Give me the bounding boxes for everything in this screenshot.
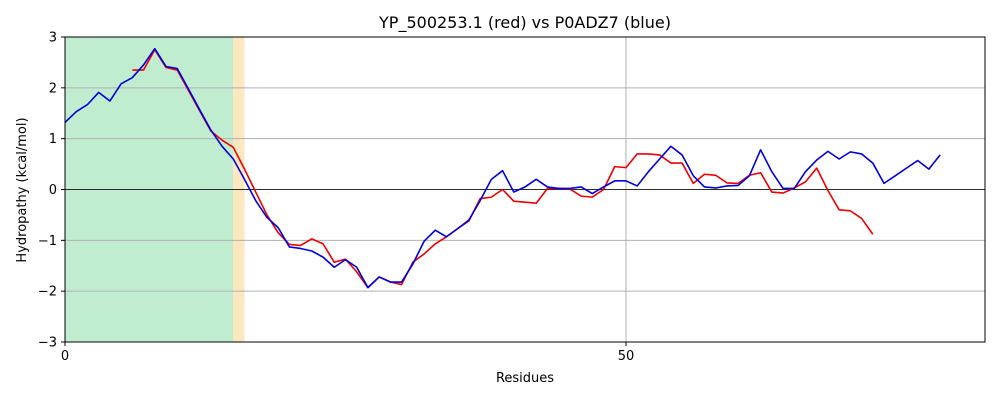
y-tick-label-4: 1 [49,132,57,147]
chart-title: YP_500253.1 (red) vs P0ADZ7 (blue) [378,13,671,33]
y-tick-label-6: 3 [49,31,57,46]
y-tick-label-5: 2 [49,81,57,96]
y-tick-label-2: −1 [38,234,57,249]
y-axis-label: Hydropathy (kcal/mol) [15,117,30,262]
y-tick-label-0: −3 [38,336,57,351]
x-tick-label-1: 50 [618,349,635,364]
x-tick-label-0: 0 [61,349,69,364]
y-tick-label-1: −2 [38,285,57,300]
y-tick-label-3: 0 [49,183,57,198]
series-line-P0ADZ7 [64,47,941,289]
series-layer [64,47,941,289]
x-axis-label: Residues [496,371,554,386]
ticks-layer: −3 −2 −1 0 1 2 3 0 50 [38,31,634,365]
